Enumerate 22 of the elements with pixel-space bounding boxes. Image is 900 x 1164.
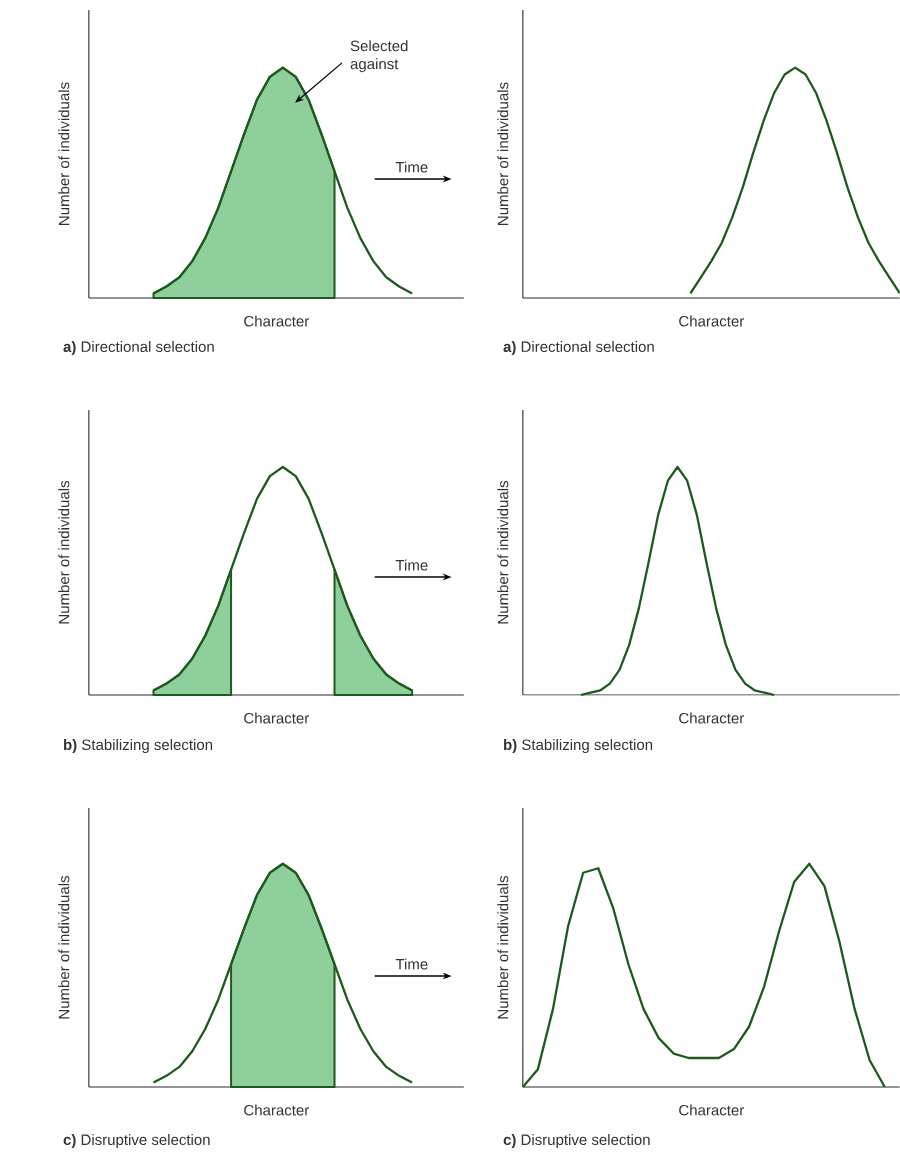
y-axis-title: Number of individuals [497, 82, 509, 225]
x-axis-title: Character [244, 315, 310, 327]
text: c) Disruptive selection [503, 1134, 650, 1148]
y-axis-title: Number of individuals [58, 480, 70, 624]
text: b) Stabilizing selection [64, 739, 213, 753]
y-axis-title: Number of individuals [497, 875, 509, 1019]
text: c) Disruptive selection [63, 1134, 210, 1148]
annotation: Time [395, 559, 428, 571]
text: a) Directional selection [63, 341, 214, 355]
x-axis-title: Character [244, 712, 310, 724]
x-axis-title: Character [679, 712, 745, 724]
x-axis-title: Character [679, 315, 745, 327]
y-axis-title: Number of individuals [497, 480, 509, 624]
y-axis-title: Number of individuals [58, 875, 70, 1019]
text: a) Directional selection [503, 341, 654, 355]
annotation: Time [395, 161, 428, 173]
x-axis-title: Character [244, 1104, 310, 1116]
annotation: Time [395, 958, 428, 970]
text: b) Stabilizing selection [504, 739, 653, 753]
x-axis-title: Character [679, 1104, 745, 1116]
annotation: Selected against [350, 40, 408, 73]
y-axis-title: Number of individuals [58, 82, 70, 225]
